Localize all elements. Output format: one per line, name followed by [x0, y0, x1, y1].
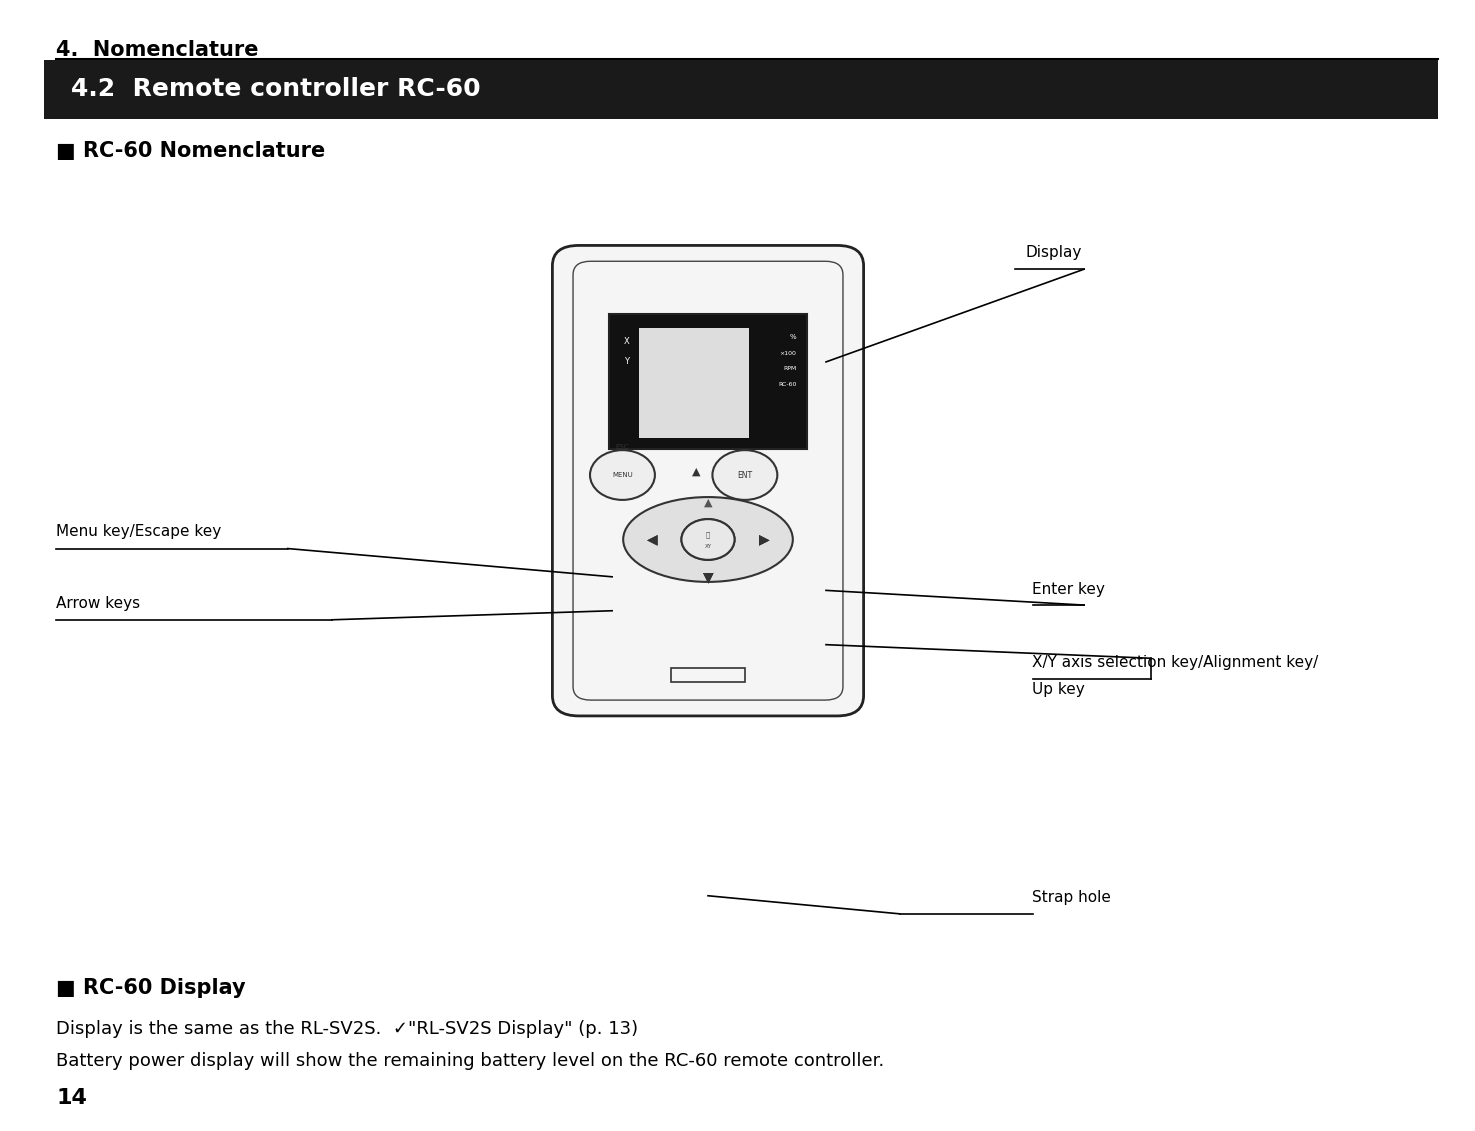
FancyBboxPatch shape	[44, 60, 1438, 119]
Ellipse shape	[624, 498, 794, 582]
Text: ▲: ▲	[704, 498, 712, 507]
FancyBboxPatch shape	[552, 245, 863, 716]
Text: ■ RC-60 Display: ■ RC-60 Display	[56, 978, 246, 999]
Circle shape	[681, 519, 735, 560]
FancyBboxPatch shape	[609, 314, 807, 449]
FancyBboxPatch shape	[639, 328, 749, 438]
Text: RC-60: RC-60	[779, 382, 797, 387]
Text: X/Y axis selection key/Alignment key/: X/Y axis selection key/Alignment key/	[1032, 655, 1319, 670]
Text: Enter key: Enter key	[1032, 582, 1105, 597]
Text: MENU: MENU	[612, 472, 633, 478]
Text: 4.  Nomenclature: 4. Nomenclature	[56, 40, 258, 60]
Text: ×100: ×100	[780, 351, 797, 355]
Text: Y: Y	[624, 357, 628, 366]
Text: ENT: ENT	[738, 470, 752, 480]
Text: XY: XY	[705, 544, 711, 549]
Bar	[671, 668, 745, 682]
Text: ▲TOPCON: ▲TOPCON	[674, 321, 742, 335]
Text: XY: XY	[704, 544, 712, 549]
Text: Menu key/Escape key: Menu key/Escape key	[56, 525, 221, 539]
Text: Up key: Up key	[1032, 682, 1086, 697]
Text: Arrow keys: Arrow keys	[56, 596, 140, 611]
Text: Display is the same as the RL-SV2S.  ✓"RL-SV2S Display" (p. 13): Display is the same as the RL-SV2S. ✓"RL…	[56, 1020, 639, 1038]
Text: ESC: ESC	[615, 444, 630, 450]
Text: %: %	[791, 334, 796, 339]
Text: ◀: ◀	[646, 533, 658, 546]
Text: ▼: ▼	[702, 570, 714, 584]
Text: ▲: ▲	[692, 467, 701, 476]
Text: 🔒: 🔒	[707, 532, 709, 538]
Text: ◀: ◀	[646, 533, 658, 546]
Text: ■ RC-60 Nomenclature: ■ RC-60 Nomenclature	[56, 141, 326, 162]
Text: Strap hole: Strap hole	[1032, 890, 1111, 905]
Text: 4.2  Remote controller RC-60: 4.2 Remote controller RC-60	[71, 77, 481, 102]
Text: ▶: ▶	[758, 533, 770, 546]
Text: ▼: ▼	[702, 570, 714, 584]
Text: Display: Display	[1025, 245, 1081, 260]
Text: ▶: ▶	[758, 533, 770, 546]
Circle shape	[712, 450, 777, 500]
Circle shape	[681, 519, 735, 560]
Text: 14: 14	[56, 1088, 87, 1108]
Text: Battery power display will show the remaining battery level on the RC-60 remote : Battery power display will show the rema…	[56, 1052, 885, 1070]
Text: X: X	[624, 337, 630, 346]
Text: 🔒: 🔒	[707, 533, 709, 539]
Text: RPM: RPM	[783, 366, 796, 371]
Circle shape	[590, 450, 655, 500]
